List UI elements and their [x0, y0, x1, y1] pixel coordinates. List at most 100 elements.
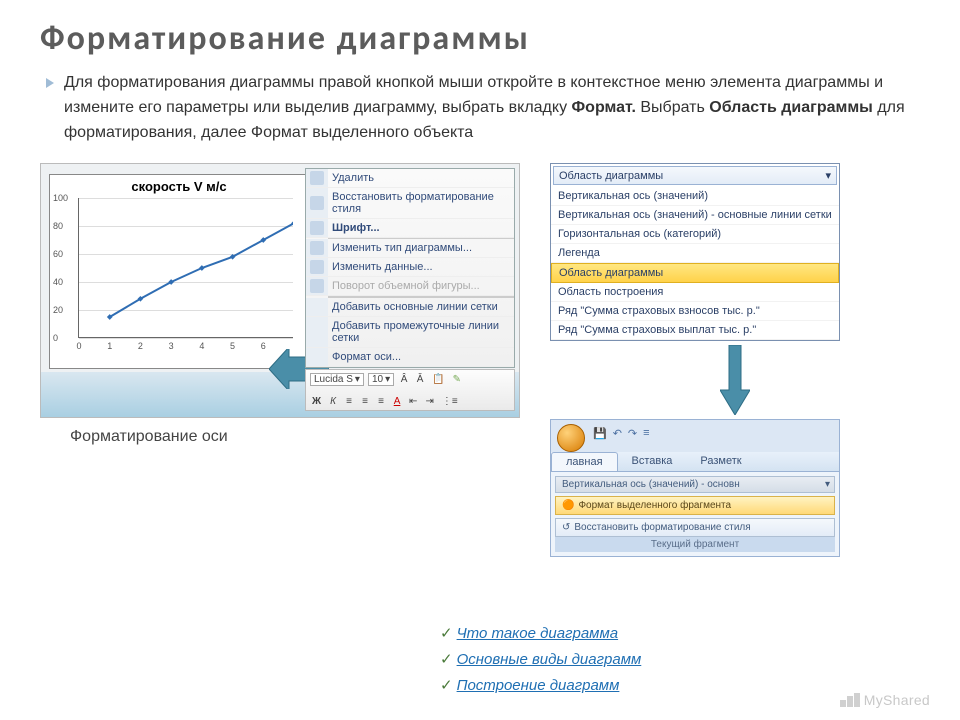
x-tick-label: 2 — [138, 341, 143, 351]
context-menu-item[interactable]: Удалить — [306, 169, 514, 188]
format-painter-icon[interactable]: ✎ — [451, 374, 463, 385]
qat-dropdown-icon[interactable]: ≡ — [643, 427, 649, 439]
quick-access-toolbar: 💾 ↶ ↷ ≡ — [593, 420, 839, 442]
font-color-icon[interactable]: А — [391, 396, 403, 407]
context-menu-item[interactable]: Шрифт... — [306, 219, 514, 238]
nav-link[interactable]: Построение диаграмм — [457, 677, 620, 694]
link-row: ✓Основные виды диаграмм — [440, 650, 641, 668]
nav-link[interactable]: Что такое диаграмма — [457, 625, 619, 642]
context-menu-item[interactable]: Восстановить форматирование стиля — [306, 188, 514, 219]
line-chart: скорость V м/с 0204060801000123456 — [49, 174, 309, 369]
context-menu-label: Поворот объемной фигуры... — [332, 280, 480, 292]
dropdown-item[interactable]: Горизонтальная ось (категорий) — [551, 225, 839, 244]
y-tick-label: 20 — [53, 305, 63, 315]
x-tick-label: 1 — [107, 341, 112, 351]
chart-with-context-menu: скорость V м/с 0204060801000123456 Удали… — [40, 163, 520, 418]
x-tick-label: 6 — [261, 341, 266, 351]
x-tick-label: 3 — [169, 341, 174, 351]
reset-style-button[interactable]: ↺ Восстановить форматирование стиля — [555, 518, 835, 537]
context-menu-item[interactable]: Изменить данные... — [306, 258, 514, 277]
data-icon — [310, 260, 324, 274]
body-bold2: Область диаграммы — [709, 99, 873, 116]
link-row: ✓Что такое диаграмма — [440, 624, 641, 642]
dropdown-selected[interactable]: Область диаграммы ▾ — [553, 166, 837, 185]
context-menu-item[interactable]: Добавить основные линии сетки — [306, 298, 514, 317]
chevron-down-icon: ▾ — [825, 169, 831, 182]
indent-dec-icon[interactable]: ⇤ — [407, 396, 419, 407]
font-icon — [310, 221, 324, 235]
watermark: MyShared — [840, 692, 930, 708]
x-tick-label: 4 — [199, 341, 204, 351]
font-name-select[interactable]: Lucida S ▾ — [310, 373, 364, 386]
align-right-icon[interactable]: ≡ — [375, 396, 387, 407]
rotate-icon — [310, 279, 324, 293]
y-tick-label: 60 — [53, 249, 63, 259]
context-menu-item: Поворот объемной фигуры... — [306, 277, 514, 296]
excel-ribbon: 💾 ↶ ↷ ≡ лавнаяВставкаРазметк Вертикальна… — [550, 419, 840, 557]
dropdown-item[interactable]: Вертикальная ось (значений) - основные л… — [551, 206, 839, 225]
indent-inc-icon[interactable]: ⇥ — [423, 396, 435, 407]
y-tick-label: 80 — [53, 221, 63, 231]
y-tick-label: 100 — [53, 193, 68, 203]
slide-title: Форматирование диаграммы — [40, 18, 920, 59]
context-menu-label: Изменить тип диаграммы... — [332, 242, 472, 254]
mini-toolbar: Lucida S ▾ 10 ▾ Â Ǎ 📋 ✎ Ж К ≡ ≡ ≡ А ⇤ … — [305, 369, 515, 411]
chart-title: скорость V м/с — [50, 175, 308, 198]
office-button-icon[interactable] — [557, 424, 585, 452]
dropdown-item[interactable]: Ряд "Сумма страховых взносов тыс. р." — [551, 302, 839, 321]
dropdown-item[interactable]: Легенда — [551, 244, 839, 263]
context-menu-label: Удалить — [332, 172, 374, 184]
dropdown-item[interactable]: Область построения — [551, 283, 839, 302]
context-menu-label: Формат оси... — [332, 351, 401, 363]
left-caption: Форматирование оси — [70, 428, 520, 446]
reset-style-icon: ↺ — [562, 522, 570, 533]
chart-type-icon — [310, 241, 324, 255]
current-element-field[interactable]: Вертикальная ось (значений) - основн ▾ — [555, 476, 835, 493]
undo-icon[interactable]: ↶ — [613, 427, 622, 440]
dropdown-item[interactable]: Вертикальная ось (значений) — [551, 187, 839, 206]
check-icon: ✓ — [440, 625, 453, 642]
check-icon: ✓ — [440, 651, 453, 668]
x-tick-label: 5 — [230, 341, 235, 351]
align-left-icon[interactable]: ≡ — [343, 396, 355, 407]
format-selection-button[interactable]: 🟠 Формат выделенного фрагмента — [555, 496, 835, 515]
ribbon-tab[interactable]: Разметк — [686, 452, 755, 471]
delete-icon — [310, 171, 324, 185]
increase-font-icon[interactable]: Â — [398, 374, 410, 385]
context-menu-label: Восстановить форматирование стиля — [332, 191, 508, 215]
align-center-icon[interactable]: ≡ — [359, 396, 371, 407]
bullets-icon[interactable]: ⋮≡ — [440, 396, 460, 407]
context-menu: Удалить Восстановить форматирование стиля… — [305, 168, 515, 368]
dropdown-selected-label: Область диаграммы — [559, 170, 663, 182]
decrease-font-icon[interactable]: Ǎ — [414, 374, 426, 385]
arrow-down-icon — [720, 345, 750, 415]
body-bold1: Формат. — [572, 99, 636, 116]
ribbon-tab[interactable]: Вставка — [618, 452, 687, 471]
bold-icon[interactable]: Ж — [310, 396, 323, 407]
font-size-select[interactable]: 10 ▾ — [368, 373, 394, 386]
context-menu-item[interactable]: Формат оси... — [306, 348, 514, 367]
save-icon[interactable]: 💾 — [593, 427, 607, 440]
italic-icon[interactable]: К — [327, 396, 339, 407]
y-tick-label: 0 — [53, 333, 58, 343]
dropdown-item[interactable]: Ряд "Сумма страховых выплат тыс. р." — [551, 321, 839, 340]
context-menu-item[interactable]: Изменить тип диаграммы... — [306, 239, 514, 258]
context-menu-label: Добавить промежуточные линии сетки — [332, 320, 508, 344]
context-menu-label: Добавить основные линии сетки — [332, 301, 498, 313]
chevron-down-icon: ▾ — [825, 479, 830, 490]
context-menu-item[interactable]: Добавить промежуточные линии сетки — [306, 317, 514, 348]
redo-icon[interactable]: ↷ — [628, 427, 637, 440]
context-menu-label: Изменить данные... — [332, 261, 433, 273]
slide-links: ✓Что такое диаграмма✓Основные виды диагр… — [440, 616, 641, 702]
x-tick-label: 0 — [76, 341, 81, 351]
nav-link[interactable]: Основные виды диаграмм — [457, 651, 642, 668]
link-row: ✓Построение диаграмм — [440, 676, 641, 694]
body-mid: Выбрать — [636, 99, 709, 116]
dropdown-item[interactable]: Область диаграммы — [551, 263, 839, 283]
body-paragraph: Для форматирования диаграммы правой кноп… — [64, 71, 920, 145]
format-selection-icon: 🟠 — [562, 500, 574, 511]
chart-line — [79, 198, 293, 337]
ribbon-tab[interactable]: лавная — [551, 452, 618, 471]
context-menu-label: Шрифт... — [332, 222, 380, 234]
paste-icon[interactable]: 📋 — [430, 374, 446, 385]
